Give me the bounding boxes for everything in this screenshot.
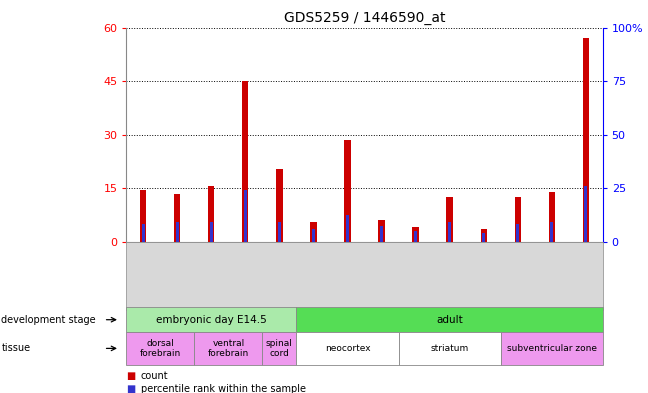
Bar (142, 224, 145, 242)
Bar (448, 222, 451, 242)
Text: adult: adult (436, 315, 463, 325)
Bar (141, 190, 146, 242)
Bar (278, 222, 281, 242)
Bar (242, 81, 248, 242)
Bar (346, 215, 349, 242)
Bar (516, 224, 519, 242)
Bar (515, 197, 520, 242)
Bar (414, 231, 417, 242)
Text: neocortex: neocortex (325, 344, 370, 353)
Bar (310, 222, 316, 242)
Text: development stage: development stage (1, 315, 96, 325)
Bar (550, 222, 553, 242)
Bar (583, 38, 588, 242)
Text: tissue: tissue (1, 343, 30, 353)
Bar (210, 222, 213, 242)
Bar (277, 169, 283, 242)
Text: count: count (141, 371, 168, 382)
Bar (380, 226, 383, 242)
Text: subventricular zone: subventricular zone (507, 344, 597, 353)
Text: percentile rank within the sample: percentile rank within the sample (141, 384, 306, 393)
Text: striatum: striatum (430, 344, 469, 353)
Bar (176, 222, 179, 242)
Bar (312, 229, 315, 242)
Text: embryonic day E14.5: embryonic day E14.5 (156, 315, 267, 325)
Bar (378, 220, 384, 242)
Bar (244, 190, 247, 242)
Text: dorsal
forebrain: dorsal forebrain (140, 339, 181, 358)
Bar (209, 186, 214, 242)
Bar (174, 193, 180, 242)
Bar (446, 197, 452, 242)
Bar (413, 228, 419, 242)
Bar (345, 140, 351, 242)
Bar (549, 192, 555, 242)
Text: spinal
cord: spinal cord (266, 339, 293, 358)
Bar (482, 233, 485, 242)
Text: ■: ■ (126, 384, 135, 393)
Text: ■: ■ (126, 371, 135, 382)
Bar (584, 186, 587, 242)
Title: GDS5259 / 1446590_at: GDS5259 / 1446590_at (284, 11, 445, 25)
Bar (481, 229, 487, 242)
Text: ventral
forebrain: ventral forebrain (208, 339, 249, 358)
